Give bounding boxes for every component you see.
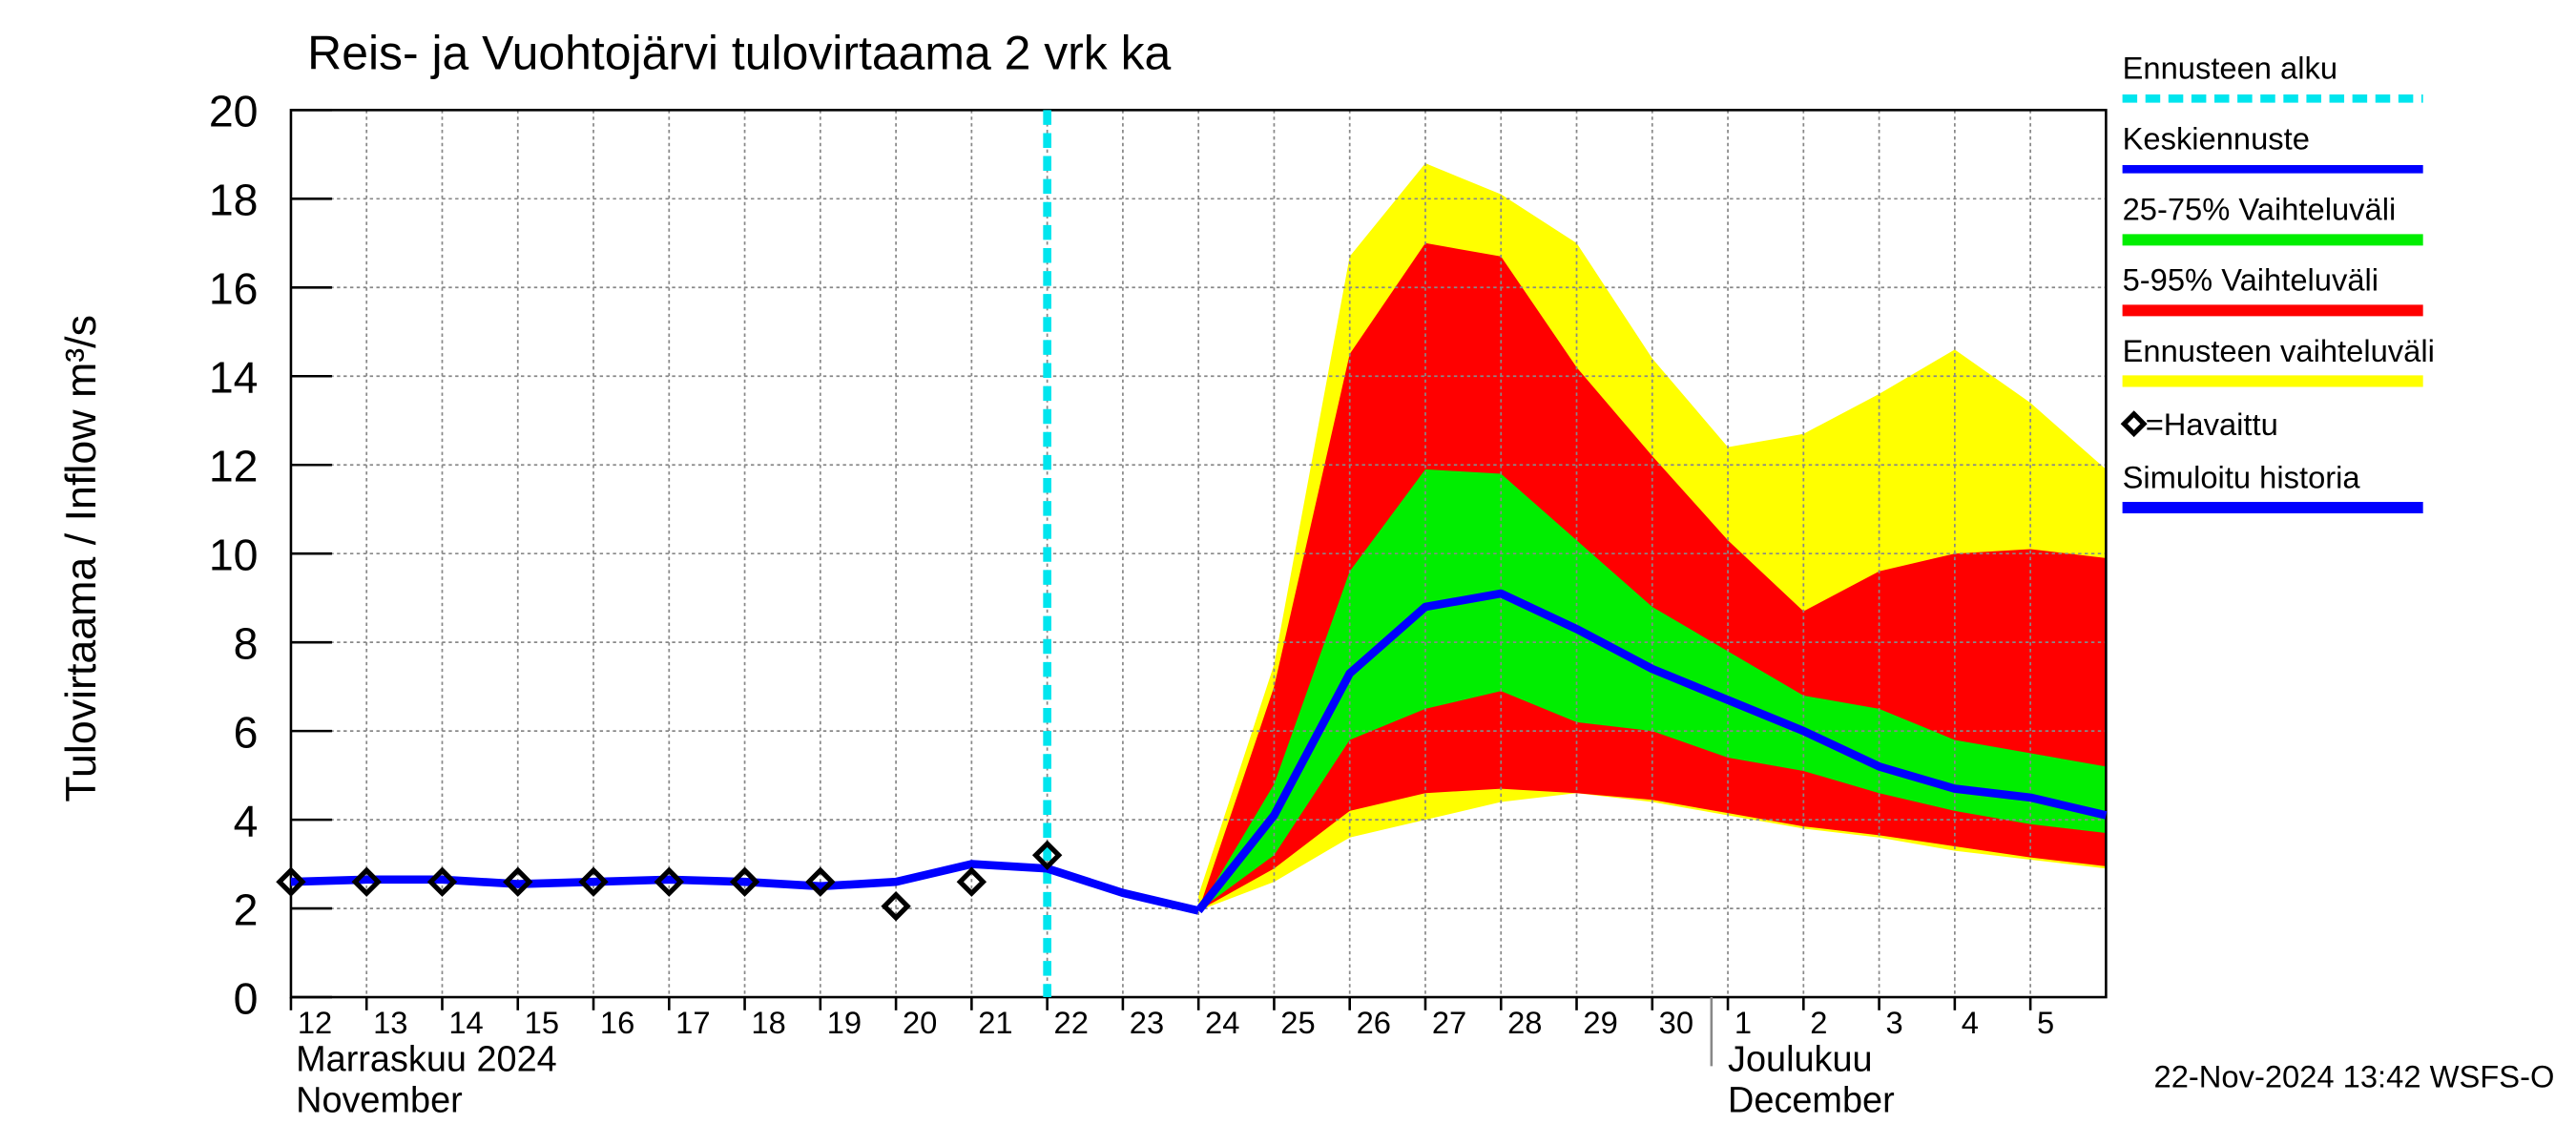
- observed-point: [578, 866, 609, 897]
- observed-point: [654, 866, 684, 897]
- x-tick-label: 25: [1280, 1005, 1315, 1040]
- observed-point: [729, 866, 760, 897]
- x-tick-label: 23: [1130, 1005, 1164, 1040]
- legend-label: Keskiennuste: [2123, 121, 2310, 156]
- observed-point: [503, 866, 533, 897]
- x-tick-label: 2: [1810, 1005, 1827, 1040]
- x-tick-label: 21: [978, 1005, 1012, 1040]
- y-tick-label: 10: [209, 530, 259, 579]
- legend-label: Ennusteen alku: [2123, 51, 2337, 86]
- observed-point: [276, 866, 306, 897]
- x-tick-label: 20: [903, 1005, 937, 1040]
- month-label: Joulukuu: [1728, 1040, 1873, 1080]
- footer: 22-Nov-2024 13:42 WSFS-O: [2154, 1059, 2555, 1094]
- x-tick-label: 17: [675, 1005, 710, 1040]
- y-tick-label: 16: [209, 264, 259, 314]
- observed-point: [805, 866, 836, 897]
- x-tick-label: 18: [751, 1005, 785, 1040]
- x-tick-label: 12: [298, 1005, 332, 1040]
- observed-point: [351, 866, 382, 897]
- y-tick-label: 6: [234, 707, 259, 757]
- x-tick-label: 5: [2037, 1005, 2054, 1040]
- x-tick-label: 26: [1357, 1005, 1391, 1040]
- x-tick-label: 19: [827, 1005, 862, 1040]
- x-tick-label: 30: [1659, 1005, 1693, 1040]
- observed-point: [881, 891, 911, 922]
- y-tick-label: 20: [209, 87, 259, 136]
- line: [1195, 589, 2108, 914]
- legend-label: =Havaittu: [2146, 406, 2278, 442]
- legend-label: Simuloitu historia: [2123, 459, 2361, 494]
- month-label: Marraskuu 2024: [296, 1040, 557, 1080]
- x-tick-label: 13: [373, 1005, 407, 1040]
- chart-title: Reis- ja Vuohtojärvi tulovirtaama 2 vrk …: [307, 26, 1171, 79]
- legend-marker: [2120, 410, 2148, 438]
- y-tick-label: 14: [209, 352, 259, 402]
- observed-point: [1031, 840, 1063, 871]
- x-tick-label: 24: [1205, 1005, 1239, 1040]
- plot-frame: [289, 109, 2108, 999]
- x-tick-label: 1: [1735, 1005, 1752, 1040]
- month-label: November: [296, 1081, 463, 1121]
- legend-label: 5-95% Vaihteluväli: [2123, 262, 2379, 298]
- y-tick-label: 12: [209, 441, 259, 490]
- observed-point: [426, 866, 458, 897]
- x-tick-label: 29: [1583, 1005, 1617, 1040]
- x-tick-label: 22: [1054, 1005, 1089, 1040]
- x-tick-label: 14: [448, 1005, 483, 1040]
- y-axis-label: Tulovirtaama / Inflow m³/s: [57, 315, 105, 802]
- x-tick-label: 27: [1432, 1005, 1466, 1040]
- y-tick-label: 18: [209, 176, 259, 225]
- month-label: December: [1728, 1081, 1895, 1121]
- y-tick-label: 0: [234, 973, 259, 1023]
- y-tick-label: 2: [234, 885, 259, 934]
- x-tick-label: 28: [1507, 1005, 1542, 1040]
- x-tick-label: 16: [600, 1005, 634, 1040]
- x-tick-label: 4: [1962, 1005, 1979, 1040]
- y-tick-label: 8: [234, 618, 259, 668]
- observed-point: [956, 866, 987, 897]
- legend-label: Ennusteen vaihteluväli: [2123, 333, 2435, 368]
- legend-label: 25-75% Vaihteluväli: [2123, 192, 2397, 227]
- y-tick-label: 4: [234, 796, 259, 845]
- x-tick-label: 15: [525, 1005, 559, 1040]
- x-tick-label: 3: [1885, 1005, 1902, 1040]
